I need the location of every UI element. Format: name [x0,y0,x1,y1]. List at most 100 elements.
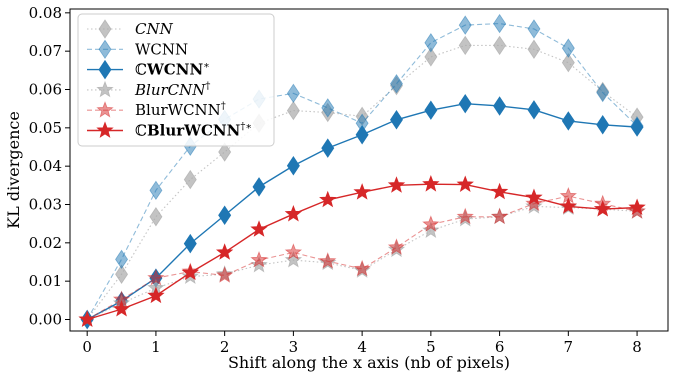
data-point [181,263,199,281]
data-point [596,82,610,103]
y-tick-label: 0.04 [29,157,62,175]
y-axis-label: KL divergence [4,111,23,229]
data-point [215,266,234,283]
data-point [422,175,440,192]
y-tick-label: 0.00 [29,311,62,329]
data-point [561,111,575,131]
data-point [284,250,303,268]
legend-marker [96,101,114,118]
legend-label-main: BlurWCNN [147,122,241,140]
legend-label-superscript: † [221,101,226,112]
data-point [319,252,337,269]
data-point [387,238,406,255]
data-point [149,207,163,227]
data-point [250,255,268,273]
data-point [390,74,403,94]
x-axis-label: Shift along the x axis (nb of pixels) [228,353,510,372]
data-point [355,125,369,145]
data-point [286,156,300,176]
legend-label-main: WCNN [146,61,203,79]
data-point [284,243,303,260]
data-point [456,175,474,192]
x-tick-label: 2 [220,338,230,356]
y-tick-label: 0.06 [29,81,62,99]
data-point [527,19,541,39]
data-point [115,249,129,270]
data-point [424,47,438,67]
data-point [250,220,268,237]
legend-item: ℂBlurWCNN†∗ [87,121,252,140]
data-point [321,98,335,118]
data-point [424,100,438,120]
x-tick-label: 1 [151,338,161,356]
data-point [490,182,509,200]
data-point [387,176,406,193]
data-point [149,180,163,201]
legend-marker [98,19,112,39]
data-point [561,52,575,73]
legend-label-main: WCNN [135,40,188,58]
legend-item: BlurCNN† [87,80,210,99]
legend-label: BlurCNN† [134,81,210,99]
legend-marker [98,39,112,60]
y-tick-label: 0.03 [29,196,62,214]
data-point [424,33,438,53]
legend-marker [98,59,112,80]
data-point [561,38,575,58]
data-point [490,207,509,225]
data-point [112,300,131,317]
x-tick-label: 7 [564,338,574,356]
data-point [252,177,266,197]
x-tick-label: 5 [426,338,436,356]
legend-item: WCNN [87,39,188,60]
x-tick-label: 3 [289,338,299,356]
data-point [286,83,300,104]
y-tick-label: 0.08 [29,4,62,22]
data-point [218,142,232,162]
x-tick-label: 8 [632,338,642,356]
legend-label-main: BlurCNN [134,81,206,99]
x-tick-label: 6 [495,338,505,356]
y-tick-label: 0.02 [29,234,62,252]
data-point [596,115,610,135]
data-point [321,138,335,158]
data-point [390,110,403,130]
legend-label-superscript: ∗ [203,61,210,72]
data-point [250,250,268,268]
legend-label-superscript: † [205,81,210,92]
series-3 [80,93,644,330]
data-point [630,117,644,137]
data-point [183,233,197,254]
data-point [525,194,543,212]
legend-label-main: CNN [135,20,174,38]
data-point [493,96,507,116]
data-point [183,169,197,190]
data-point [456,207,474,225]
series-layer [78,13,646,330]
legend: CNNWCNNℂWCNN∗BlurCNN†BlurWCNN†ℂBlurWCNN†… [77,13,275,147]
data-point [215,243,234,260]
series-line [86,183,638,321]
legend-label-superscript: †∗ [240,122,252,133]
plot-frame [69,8,669,332]
data-point [218,205,232,225]
legend-label: WCNN [135,40,188,58]
data-point [458,15,472,35]
series-5 [78,186,646,327]
data-point [286,100,300,121]
complex-symbol: ℂ [135,122,147,140]
data-point [147,268,165,286]
data-point [319,190,337,208]
legend-marker [96,80,114,98]
y-tick-label: 0.07 [29,42,62,60]
legend-item: CNN [87,19,174,39]
legend-label-main: BlurWCNN [135,101,221,119]
legend-label: BlurWCNN† [135,101,226,119]
data-point [559,197,578,214]
data-point [353,183,371,200]
data-point [628,198,646,215]
x-tick-label: 0 [82,338,92,356]
data-point [493,13,507,34]
data-point [147,286,165,304]
